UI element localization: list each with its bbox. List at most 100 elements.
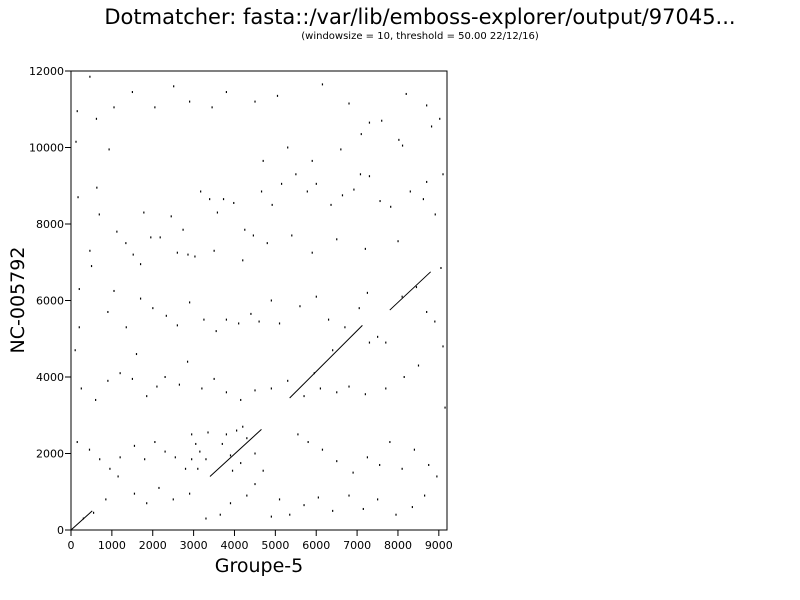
match-dot [336, 391, 338, 394]
match-dot [236, 429, 238, 432]
match-dot [422, 198, 424, 201]
x-axis: 0 1000 2000 3000 4000 5000 6000 7000 8000 9000 [68, 530, 453, 552]
match-dot [89, 75, 91, 78]
match-dot [146, 502, 148, 505]
match-dot [191, 458, 193, 461]
match-dot [107, 379, 109, 382]
y-tick-label: 4000 [36, 371, 64, 384]
match-dot [213, 377, 215, 380]
match-dot [364, 247, 366, 250]
match-dot [270, 387, 272, 390]
x-tick-label: 3000 [180, 539, 208, 552]
match-dot [368, 121, 371, 124]
match-dot [348, 102, 350, 105]
match-dot [297, 433, 299, 436]
match-dot [105, 498, 107, 501]
match-dot [76, 441, 78, 444]
match-dot [221, 442, 223, 445]
match-dot [165, 314, 167, 317]
match-dot [229, 454, 232, 457]
match-dot [368, 341, 371, 344]
match-dot [340, 148, 342, 151]
match-dot [229, 502, 232, 505]
match-dot [417, 364, 420, 367]
match-dot [389, 441, 391, 444]
match-dot [92, 511, 95, 514]
match-dot [254, 452, 256, 455]
match-dot [252, 234, 254, 237]
match-dot [154, 441, 156, 444]
y-tick-label: 12000 [29, 65, 64, 78]
match-dot [426, 310, 428, 313]
match-dot [299, 305, 301, 308]
y-axis: 0 2000 4000 6000 8000 10000 12000 [29, 65, 71, 537]
match-dot [170, 215, 172, 218]
match-dot [189, 492, 191, 495]
match-dot [78, 288, 80, 291]
match-dot [139, 297, 142, 300]
match-dot [266, 242, 268, 245]
match-dot [295, 173, 297, 176]
match-dot [184, 467, 187, 470]
match-dot [205, 517, 207, 520]
match-dot [385, 387, 387, 390]
x-tick-label: 0 [68, 539, 75, 552]
y-axis-label: NC-005792 [7, 247, 29, 354]
match-diagonal [389, 271, 431, 311]
match-dot [75, 140, 77, 143]
match-dot [353, 188, 355, 191]
match-dot [381, 119, 383, 122]
match-dot [189, 301, 191, 304]
match-dot [397, 240, 399, 243]
match-dot [368, 175, 371, 178]
match-dot [225, 318, 228, 321]
match-dot [303, 504, 305, 507]
match-dot [332, 509, 334, 512]
match-dot [426, 180, 428, 183]
y-tick-label: 2000 [36, 448, 64, 461]
y-tick-label: 0 [57, 524, 64, 537]
match-dot [330, 203, 332, 206]
x-tick-label: 4000 [220, 539, 248, 552]
match-dot [352, 471, 354, 474]
match-dot [348, 385, 350, 388]
match-dot [144, 458, 146, 461]
match-dot [225, 433, 228, 436]
match-dot [377, 498, 379, 501]
match-dot [174, 456, 176, 459]
match-dot [113, 106, 115, 109]
match-dot [262, 469, 264, 472]
match-dot [150, 236, 152, 239]
x-tick-label: 6000 [302, 539, 330, 552]
match-dot [405, 92, 407, 95]
match-dot [132, 253, 134, 256]
match-dot [415, 286, 418, 289]
match-dot [332, 349, 334, 352]
match-dot [390, 205, 392, 208]
match-dot [336, 460, 338, 463]
match-dot [315, 295, 317, 298]
match-dot [313, 372, 315, 375]
match-dot [80, 387, 82, 390]
dotplot-marks [70, 75, 446, 531]
match-dot [199, 450, 201, 453]
x-tick-label: 2000 [139, 539, 167, 552]
match-dot [109, 467, 111, 470]
match-dot [385, 341, 387, 344]
match-dot [270, 299, 272, 302]
match-dot [244, 228, 246, 231]
match-dot [89, 249, 91, 252]
match-dot [205, 458, 207, 461]
match-dot [246, 437, 248, 440]
x-tick-label: 7000 [343, 539, 371, 552]
match-dot [201, 387, 203, 390]
match-dot [360, 133, 362, 136]
match-dot [200, 190, 202, 193]
match-dot [434, 213, 436, 216]
match-dot [280, 182, 283, 185]
x-tick-label: 1000 [98, 539, 126, 552]
match-dot [231, 469, 234, 472]
match-dot [303, 395, 305, 398]
match-dot [195, 442, 197, 445]
match-dot [291, 234, 293, 237]
